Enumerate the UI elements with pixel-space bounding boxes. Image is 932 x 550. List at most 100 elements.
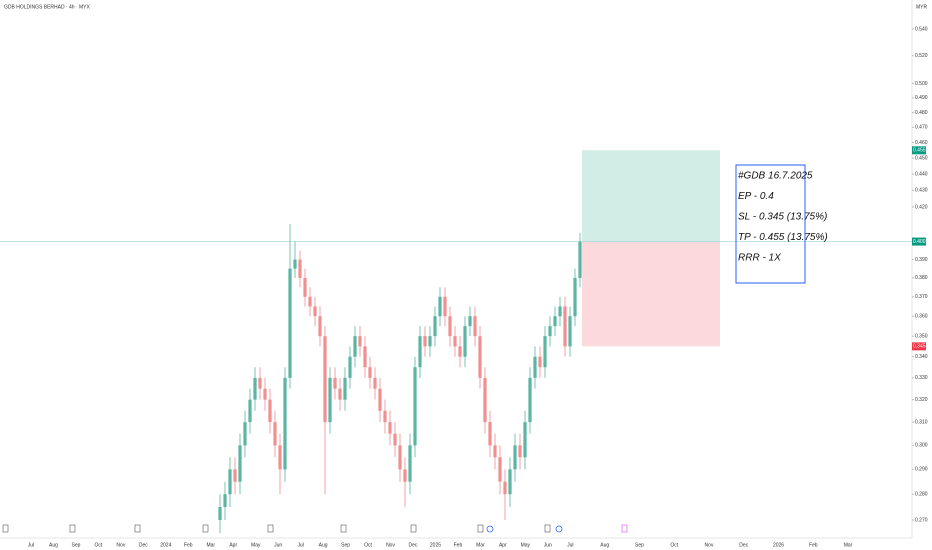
candle-body	[513, 445, 517, 470]
y-tick-label: 0.320	[915, 397, 928, 403]
price-badge-label: 0.400	[913, 239, 926, 245]
y-tick-label: 0.270	[915, 517, 928, 523]
candle-body	[338, 388, 342, 400]
candle-body	[543, 336, 547, 368]
x-tick-label: Jul	[567, 542, 573, 548]
candle-body	[573, 277, 577, 317]
x-tick-label: Feb	[184, 542, 193, 548]
event-icon	[134, 524, 141, 533]
candle-body	[483, 377, 487, 423]
x-tick-label: Apr	[229, 542, 237, 548]
y-tick-label: 0.310	[915, 419, 928, 425]
annotation-line: TP - 0.455 (13.75%)	[738, 232, 828, 243]
candle-body	[443, 296, 447, 317]
y-tick-label: 0.360	[915, 314, 928, 320]
price-badge-label: 0.345	[913, 344, 926, 350]
x-tick-label: May	[521, 542, 531, 548]
candle-body	[283, 377, 287, 470]
candle-body	[288, 268, 292, 378]
y-tick-label: 0.450	[915, 155, 928, 161]
candle-body	[253, 377, 257, 400]
y-tick-label: 0.420	[915, 204, 928, 210]
x-tick-label: Nov	[386, 542, 395, 548]
candle-body	[273, 422, 277, 446]
x-tick-label: Sep	[71, 542, 80, 548]
candle-body	[413, 367, 417, 446]
y-tick-label: 0.350	[915, 333, 928, 339]
candle-body	[553, 316, 557, 327]
candle-body	[378, 388, 382, 411]
event-icon	[486, 525, 494, 533]
x-tick-label: 2024	[160, 542, 171, 548]
candle-body	[363, 346, 367, 368]
event-icon	[410, 524, 417, 533]
loss-zone	[582, 241, 720, 347]
x-tick-label: Dec	[139, 542, 148, 548]
candle-body	[333, 377, 337, 389]
x-tick-label: Dec	[739, 542, 748, 548]
candle-body	[568, 316, 572, 347]
candle-body	[448, 316, 452, 337]
candle-body	[488, 422, 492, 446]
event-icon	[69, 524, 76, 533]
x-tick-label: Oct	[95, 542, 103, 548]
event-icon	[202, 524, 209, 533]
candle-body	[258, 377, 262, 389]
candle-body	[223, 494, 227, 508]
y-tick-label: 0.340	[915, 354, 928, 360]
y-tick-label: 0.440	[915, 171, 928, 177]
x-tick-label: Mar	[844, 542, 853, 548]
y-tick-label: 0.280	[915, 492, 928, 498]
candle-body	[478, 336, 482, 378]
x-tick-label: Jun	[274, 542, 282, 548]
candle-body	[218, 507, 222, 520]
x-tick-label: Sep	[341, 542, 350, 548]
x-tick-label: Oct	[670, 542, 678, 548]
x-tick-label: Feb	[454, 542, 463, 548]
candle-body	[398, 445, 402, 470]
x-tick-label: Jul	[28, 542, 34, 548]
price-badge-label: 0.455	[913, 148, 926, 154]
candle-body	[238, 445, 242, 482]
candle-body	[318, 316, 322, 337]
candle-body	[233, 469, 237, 482]
x-tick-label: Aug	[319, 542, 328, 548]
y-tick-label: 0.490	[915, 95, 928, 101]
candle-body	[438, 296, 442, 317]
x-tick-label: Apr	[499, 542, 507, 548]
candle-body	[468, 316, 472, 327]
annotation-line: EP - 0.4	[738, 191, 774, 202]
candle-body	[458, 346, 462, 357]
candle-body	[303, 277, 307, 297]
currency: MYR	[916, 4, 928, 10]
candle-body	[348, 356, 352, 378]
x-tick-label: 2026	[773, 542, 784, 548]
y-tick-label: 0.480	[915, 110, 928, 116]
x-tick-label: Feb	[809, 542, 818, 548]
candle-body	[508, 469, 512, 495]
x-tick-label: 2025	[430, 542, 441, 548]
candle-body	[528, 377, 532, 423]
candle-body	[248, 399, 252, 423]
y-tick-label: 0.520	[915, 53, 928, 59]
annotation-box	[735, 164, 806, 284]
x-tick-label: May	[251, 542, 261, 548]
candle-body	[418, 336, 422, 368]
event-icon	[621, 524, 628, 533]
y-tick-label: 0.500	[915, 81, 928, 87]
x-tick-label: Aug	[600, 542, 609, 548]
price-badge	[912, 342, 926, 351]
x-tick-label: Oct	[364, 542, 372, 548]
event-icon	[340, 524, 347, 533]
event-icon	[267, 524, 274, 533]
y-tick-label: 0.380	[915, 275, 928, 281]
annotation-line: #GDB 16.7.2025	[738, 171, 813, 182]
candle-body	[298, 259, 302, 278]
price-badge	[912, 237, 926, 246]
chart-title: GDB HOLDINGS BERHAD · 4h · MYX	[4, 4, 91, 10]
y-tick-label: 0.470	[915, 125, 928, 131]
candle-body	[518, 445, 522, 458]
y-tick-label: 0.390	[915, 257, 928, 263]
